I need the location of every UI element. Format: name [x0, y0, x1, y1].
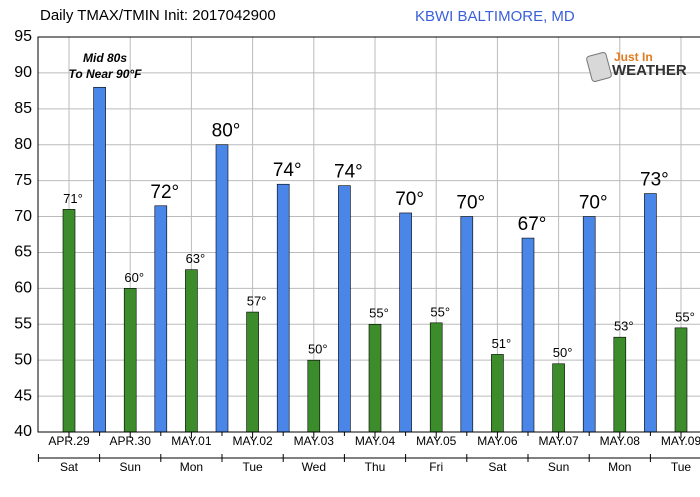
value-label: 53°	[614, 319, 634, 334]
x-tick-label: APR.29	[48, 434, 90, 448]
plot-border	[37, 36, 700, 433]
weekday-label: Thu	[365, 460, 386, 474]
bar	[93, 86, 106, 433]
x-tick-label: MAY.03	[294, 434, 335, 448]
bar	[429, 322, 443, 433]
x-tick-label: MAY.06	[477, 434, 518, 448]
x-tick-label: MAY.07	[538, 434, 579, 448]
value-label: 55°	[430, 304, 450, 319]
weekday-label: Sat	[60, 460, 79, 474]
value-label: 55°	[675, 309, 695, 324]
bar	[613, 336, 627, 433]
bar	[674, 327, 688, 433]
y-tick-label: 50	[14, 351, 32, 368]
value-label: 73°	[640, 170, 669, 191]
value-label: 50°	[308, 342, 328, 357]
y-tick-label: 70	[14, 208, 32, 225]
chart-title: Daily TMAX/TMIN Init: 2017042900	[40, 7, 276, 24]
annotation: To Near 90°F	[68, 67, 142, 81]
x-tick-label: MAY.01	[171, 434, 212, 448]
bar	[185, 269, 198, 433]
station-label: KBWI BALTIMORE, MD	[415, 8, 575, 25]
y-tick-label: 55	[14, 315, 32, 332]
weekday-label: Tue	[242, 460, 263, 474]
x-tick-label: MAY.04	[355, 434, 396, 448]
value-label: 74°	[334, 162, 363, 183]
bar	[215, 144, 229, 433]
value-label: 63°	[186, 251, 206, 266]
bar	[399, 212, 412, 433]
value-label: 67°	[518, 214, 547, 235]
bar	[582, 216, 596, 433]
weekday-label: Sat	[488, 460, 507, 474]
y-tick-label: 90	[14, 64, 32, 81]
y-tick-label: 60	[14, 280, 32, 297]
y-tick-label: 95	[14, 28, 32, 45]
x-tick-label: APR.30	[110, 434, 152, 448]
value-label: 74°	[273, 160, 302, 181]
x-tick-label: MAY.09	[661, 434, 700, 448]
value-label: 80°	[212, 121, 241, 142]
value-label: 60°	[124, 270, 144, 285]
weekday-label: Tue	[671, 460, 692, 474]
bar	[246, 311, 259, 433]
bar	[521, 237, 535, 433]
y-tick-label: 65	[14, 244, 32, 261]
x-tick-label: MAY.05	[416, 434, 457, 448]
bar	[644, 193, 657, 433]
value-label: 72°	[150, 182, 179, 203]
annotation: Mid 80s	[83, 51, 127, 65]
logo-icon	[586, 52, 612, 82]
x-tick-label: MAY.08	[600, 434, 641, 448]
bar	[338, 185, 351, 433]
value-label: 71°	[63, 191, 83, 206]
value-label: 50°	[553, 345, 573, 360]
weekday-label: Mon	[608, 460, 631, 474]
weekday-label: Mon	[180, 460, 203, 474]
value-label: 55°	[369, 306, 389, 321]
y-tick-label: 45	[14, 387, 32, 404]
bar	[62, 209, 76, 433]
weekday-label: Sun	[548, 460, 569, 474]
logo-text: Just In	[614, 50, 653, 64]
y-tick-label: 85	[14, 100, 32, 117]
x-tick-label: MAY.02	[232, 434, 273, 448]
value-label: 51°	[492, 336, 512, 351]
bar	[276, 183, 290, 433]
value-label: 70°	[456, 193, 485, 214]
bar	[460, 216, 474, 433]
value-label: 70°	[579, 193, 608, 214]
logo-text: WEATHER	[612, 62, 687, 79]
bar	[552, 363, 565, 433]
bar	[123, 288, 137, 433]
bar	[307, 359, 321, 433]
value-label: 70°	[395, 189, 424, 210]
y-tick-label: 75	[14, 172, 32, 189]
bar	[368, 323, 382, 433]
value-label: 57°	[247, 294, 267, 309]
bar	[491, 354, 504, 433]
bar	[154, 205, 168, 433]
y-tick-label: 80	[14, 136, 32, 153]
weekday-label: Fri	[429, 460, 443, 474]
weekday-label: Sun	[120, 460, 141, 474]
weekday-label: Wed	[302, 460, 326, 474]
y-tick-label: 40	[14, 423, 32, 440]
